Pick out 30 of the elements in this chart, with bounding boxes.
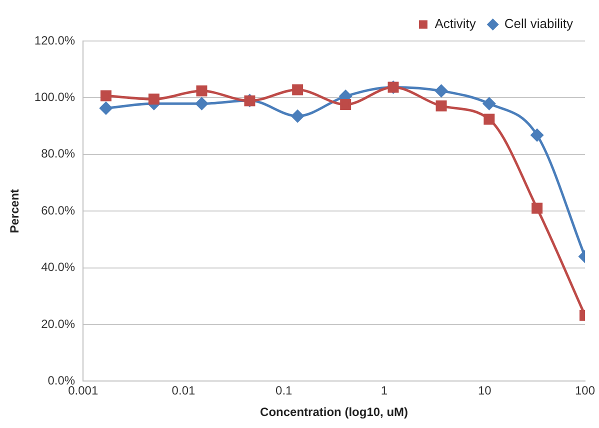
legend-label: Cell viability <box>504 16 574 32</box>
point <box>291 110 304 122</box>
y-tick-label: 80.0% <box>41 146 76 161</box>
x-tick-label: 100 <box>574 384 596 398</box>
point <box>532 202 543 214</box>
x-tick-label: 0.001 <box>68 384 98 398</box>
point <box>436 100 447 112</box>
point <box>148 94 160 105</box>
x-tick-label: 10 <box>478 384 492 398</box>
y-tick-label: 120.0% <box>34 33 76 48</box>
point <box>484 114 495 125</box>
point <box>340 99 352 110</box>
point <box>100 90 112 102</box>
point <box>482 97 496 110</box>
point <box>195 97 208 110</box>
legend-label: Activity <box>434 16 476 32</box>
x-axis-title: Concentration (log10, uM) <box>260 405 408 420</box>
y-tick-label: 100.0% <box>34 90 76 104</box>
y-tick-label: 60.0% <box>41 203 76 218</box>
y-axis-title: Percent <box>8 189 22 234</box>
point <box>530 128 544 142</box>
x-tick-label: 1 <box>380 384 388 398</box>
x-tick-label: 0.01 <box>172 384 196 398</box>
point <box>196 85 208 96</box>
point <box>435 84 448 98</box>
x-tick-label: 0.1 <box>276 384 293 398</box>
point <box>292 84 304 96</box>
y-tick-label: 40.0% <box>41 260 76 274</box>
point <box>100 102 112 114</box>
y-tick-label: 20.0% <box>41 316 76 331</box>
